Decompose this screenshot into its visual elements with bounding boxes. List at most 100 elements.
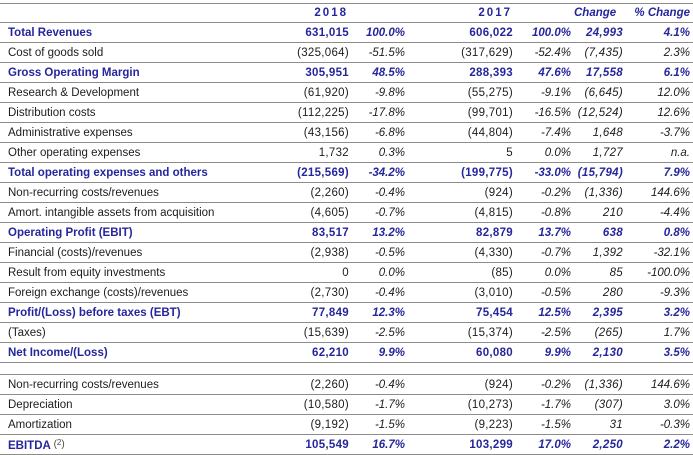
cell-pct-2018: -9.8% [353,82,408,103]
cell-pct-2017: 47.6% [517,62,574,83]
table-row: Total operating expenses and others (215,… [0,162,693,183]
cell-value-2017: 75,454 [408,302,517,323]
cell-pct-2017: -16.5% [517,102,574,123]
cell-pct-2017: 100.0% [517,22,574,43]
row-label: Amortization [0,414,284,435]
table-row: Cost of goods sold (325,064) -51.5% (317,62… [0,42,693,63]
cell-value-2018: 631,015 [284,22,353,43]
table-row: (Taxes) (15,639) -2.5% (15,374) -2.5% (265) 1.… [0,322,693,343]
cell-pct-2018: -6.8% [353,122,408,143]
cell-pct-2018: -51.5% [353,42,408,63]
cell-value-2018: (15,639) [284,322,353,343]
cell-pct-2017: -7.4% [517,122,574,143]
cell-pct-change: 3.0% [627,394,693,415]
cell-value-2017: (9,223) [408,414,517,435]
row-label: Administrative expenses [0,122,284,143]
table-row: Total Revenues 631,015 100.0% 606,022 100.0%… [0,22,693,43]
row-label: Operating Profit (EBIT) [0,222,284,243]
cell-value-2017: (924) [408,182,517,203]
table-row: Non-recurring costs/revenues (2,260) -0.4%… [0,374,693,395]
cell-value-2018: (112,225) [284,102,353,123]
cell-change: (7,435) [574,42,627,63]
cell-pct-change: 6.1% [627,62,693,83]
cell-pct-2017: -0.5% [517,282,574,303]
cell-value-2017: 103,299 [408,434,517,455]
cell-pct-change: -4.4% [627,202,693,223]
cell-change: 1,727 [574,142,627,163]
income-statement-table: 2018 2017 Change % Change Total Revenues… [0,3,693,455]
cell-value-2017: (4,330) [408,242,517,263]
cell-value-2018: 0 [284,262,353,283]
cell-pct-2017: 12.5% [517,302,574,323]
spacer-cell [0,362,693,375]
cell-change: 1,648 [574,122,627,143]
cell-pct-2018: -17.8% [353,102,408,123]
cell-change: (1,336) [574,182,627,203]
cell-change: 210 [574,202,627,223]
cell-change: 2,250 [574,434,627,455]
header-row: 2018 2017 Change % Change [0,3,693,23]
cell-value-2018: 305,951 [284,62,353,83]
cell-pct-2017: 9.9% [517,342,574,363]
row-label: Net Income/(Loss) [0,342,284,363]
cell-pct-change: 3.2% [627,302,693,323]
cell-pct-2017: -1.7% [517,394,574,415]
cell-pct-2017: -9.1% [517,82,574,103]
table-row: Result from equity investments 0 0.0% (85) 0… [0,262,693,283]
cell-change: (307) [574,394,627,415]
cell-pct-2018: -1.5% [353,414,408,435]
cell-pct-2017: -0.2% [517,182,574,203]
cell-pct-2018: -34.2% [353,162,408,183]
cell-pct-2017: 13.7% [517,222,574,243]
cell-change: 1,392 [574,242,627,263]
cell-pct-change: -0.3% [627,414,693,435]
cell-pct-change: 144.6% [627,374,693,395]
row-label: Financial (costs)/revenues [0,242,284,263]
cell-pct-2018: -1.7% [353,394,408,415]
table-row: Financial (costs)/revenues (2,938) -0.5% (4… [0,242,693,263]
table-body: Total Revenues 631,015 100.0% 606,022 100.0%… [0,22,693,455]
header-pct-change: % Change [627,3,693,23]
cell-pct-change: 3.5% [627,342,693,363]
cell-pct-2018: 0.3% [353,142,408,163]
cell-pct-change: 7.9% [627,162,693,183]
cell-value-2017: 288,393 [408,62,517,83]
cell-pct-2018: 16.7% [353,434,408,455]
row-label: Non-recurring costs/revenues [0,374,284,395]
cell-pct-2018: 12.3% [353,302,408,323]
row-label: (Taxes) [0,322,284,343]
cell-change: 31 [574,414,627,435]
cell-pct-2018: 0.0% [353,262,408,283]
cell-pct-2018: -0.5% [353,242,408,263]
cell-change: (6,645) [574,82,627,103]
cell-pct-2018: -2.5% [353,322,408,343]
table-row: Gross Operating Margin 305,951 48.5% 288,39… [0,62,693,83]
row-label: Cost of goods sold [0,42,284,63]
row-label: Total operating expenses and others [0,162,284,183]
cell-pct-2018: -0.4% [353,374,408,395]
cell-value-2018: 62,210 [284,342,353,363]
cell-value-2017: (4,815) [408,202,517,223]
cell-value-2018: 83,517 [284,222,353,243]
cell-value-2017: (199,775) [408,162,517,183]
cell-value-2018: 105,549 [284,434,353,455]
cell-value-2018: (4,605) [284,202,353,223]
cell-value-2018: (9,192) [284,414,353,435]
table-row: Net Income/(Loss) 62,210 9.9% 60,080 9.9% 2,1… [0,342,693,363]
cell-pct-change: -100.0% [627,262,693,283]
cell-value-2017: (99,701) [408,102,517,123]
header-spacer-cell [0,3,284,23]
row-label: Foreign exchange (costs)/revenues [0,282,284,303]
cell-pct-2017: -52.4% [517,42,574,63]
cell-pct-2018: 9.9% [353,342,408,363]
row-label: Research & Development [0,82,284,103]
cell-pct-change: 12.0% [627,82,693,103]
cell-pct-change: 12.6% [627,102,693,123]
table-row: Foreign exchange (costs)/revenues (2,730)… [0,282,693,303]
cell-change: 17,558 [574,62,627,83]
cell-pct-2018: -0.4% [353,182,408,203]
table-row: Administrative expenses (43,156) -6.8% (44,… [0,122,693,143]
cell-value-2017: 60,080 [408,342,517,363]
cell-value-2017: (15,374) [408,322,517,343]
